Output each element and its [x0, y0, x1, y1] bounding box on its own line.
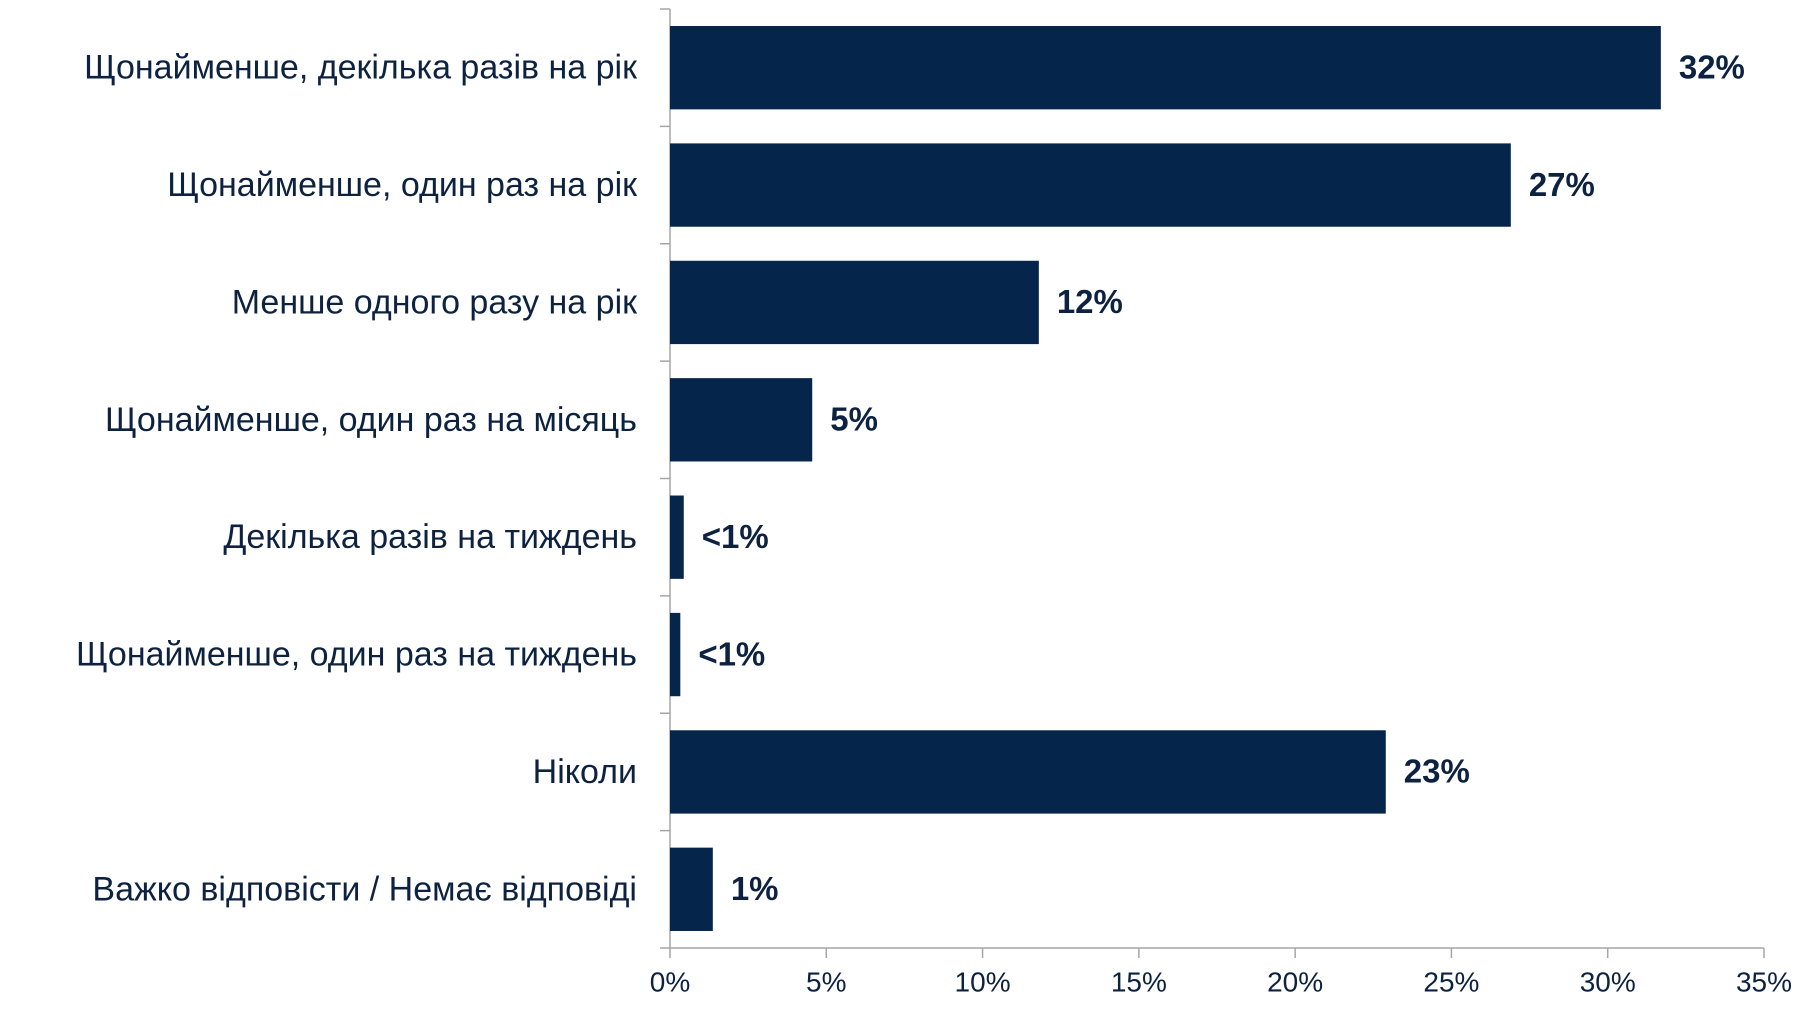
value-label: 32%: [1679, 48, 1745, 85]
x-tick-label: 15%: [1111, 966, 1167, 997]
x-tick-label: 35%: [1736, 966, 1792, 997]
bar: [670, 612, 681, 697]
category-label: Декілька разів на тиждень: [223, 518, 637, 556]
x-tick-label: 10%: [955, 966, 1011, 997]
category-label: Щонайменше, один раз на тиждень: [76, 636, 637, 674]
category-label: Менше одного разу на рік: [232, 283, 638, 321]
bar: [670, 378, 813, 462]
category-label: Щонайменше, один раз на місяць: [105, 401, 637, 439]
value-label: 5%: [830, 401, 878, 438]
category-label: Щонайменше, один раз на рік: [167, 166, 638, 204]
bar: [670, 730, 1386, 814]
value-label: <1%: [702, 518, 769, 555]
bar: [670, 260, 1039, 345]
x-tick-label: 30%: [1580, 966, 1636, 997]
x-tick-label: 5%: [806, 966, 846, 997]
x-tick-label: 0%: [650, 966, 690, 997]
category-label: Ніколи: [533, 753, 637, 791]
value-label: <1%: [698, 635, 765, 672]
bar: [670, 143, 1511, 227]
value-label: 23%: [1404, 753, 1470, 790]
bar: [670, 495, 684, 579]
x-tick-label: 25%: [1423, 966, 1479, 997]
value-label: 12%: [1057, 283, 1123, 320]
category-label: Щонайменше, декілька разів на рік: [84, 49, 638, 87]
category-label: Важко відповісти / Немає відповіді: [92, 870, 637, 908]
value-label: 1%: [731, 870, 779, 907]
x-tick-label: 20%: [1267, 966, 1323, 997]
value-label: 27%: [1529, 166, 1595, 203]
bar: [670, 847, 713, 931]
bar: [670, 26, 1661, 110]
